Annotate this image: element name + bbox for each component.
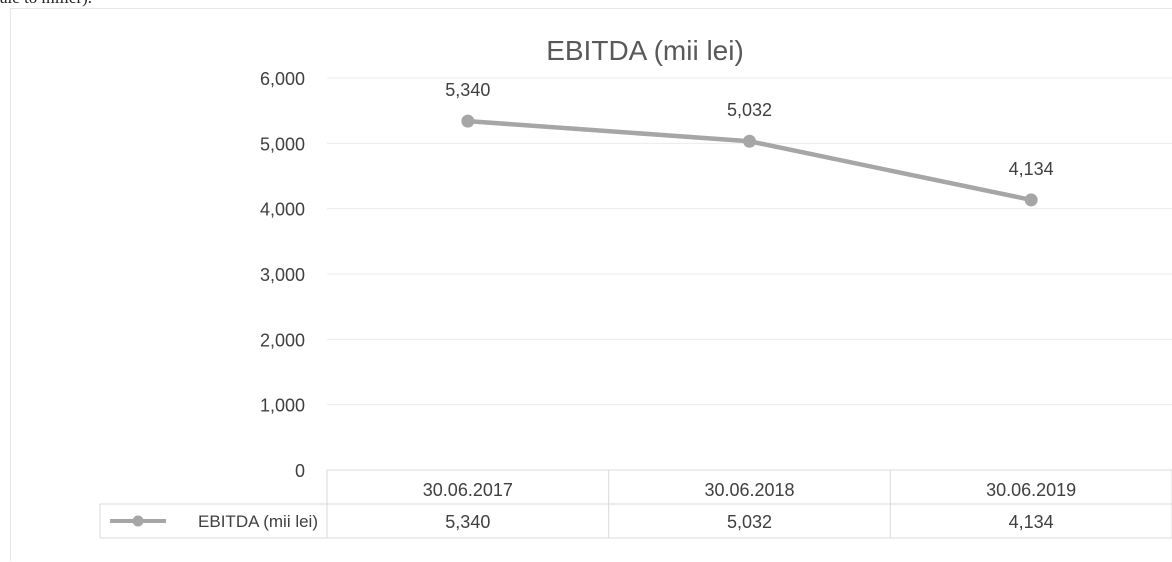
data-point (743, 134, 756, 148)
data-label: 5,032 (727, 100, 772, 120)
table-cell: 4,134 (1009, 512, 1054, 532)
y-tick-label: 5,000 (260, 134, 305, 154)
data-table: 30.06.2017 30.06.2018 30.06.2019 EBITDA (mi… (99, 469, 1172, 539)
page-text-fragment: ale to miller). (0, 0, 92, 8)
y-tick-label: 2,000 (260, 330, 305, 350)
table-cell: 5,340 (445, 512, 490, 532)
y-tick-label: 1,000 (260, 396, 305, 416)
chart-title: EBITDA (mii lei) (546, 35, 744, 66)
gridlines (327, 77, 1172, 406)
y-tick-label: 4,000 (260, 200, 305, 220)
data-labels: 5,340 5,032 4,134 (445, 80, 1053, 179)
legend-series-name: EBITDA (mii lei) (198, 512, 318, 531)
series-layer (461, 114, 1038, 207)
y-tick-label: 6,000 (260, 69, 305, 89)
chart-frame (10, 8, 1172, 561)
x-tick-label: 30.06.2018 (704, 480, 794, 500)
y-tick-label: 3,000 (260, 265, 305, 285)
legend-marker-key (132, 515, 144, 527)
x-tick-label: 30.06.2019 (986, 480, 1076, 500)
data-point (461, 114, 475, 128)
table-cell: 5,032 (727, 512, 772, 532)
data-label: 4,134 (1009, 159, 1054, 179)
x-tick-label: 30.06.2017 (423, 480, 513, 500)
y-tick-label: 0 (295, 461, 305, 481)
y-axis-ticks: 0 1,000 2,000 3,000 4,000 5,000 6,000 (260, 69, 305, 481)
data-point (1024, 193, 1038, 207)
data-label: 5,340 (445, 80, 490, 100)
series-line (465, 118, 1034, 203)
